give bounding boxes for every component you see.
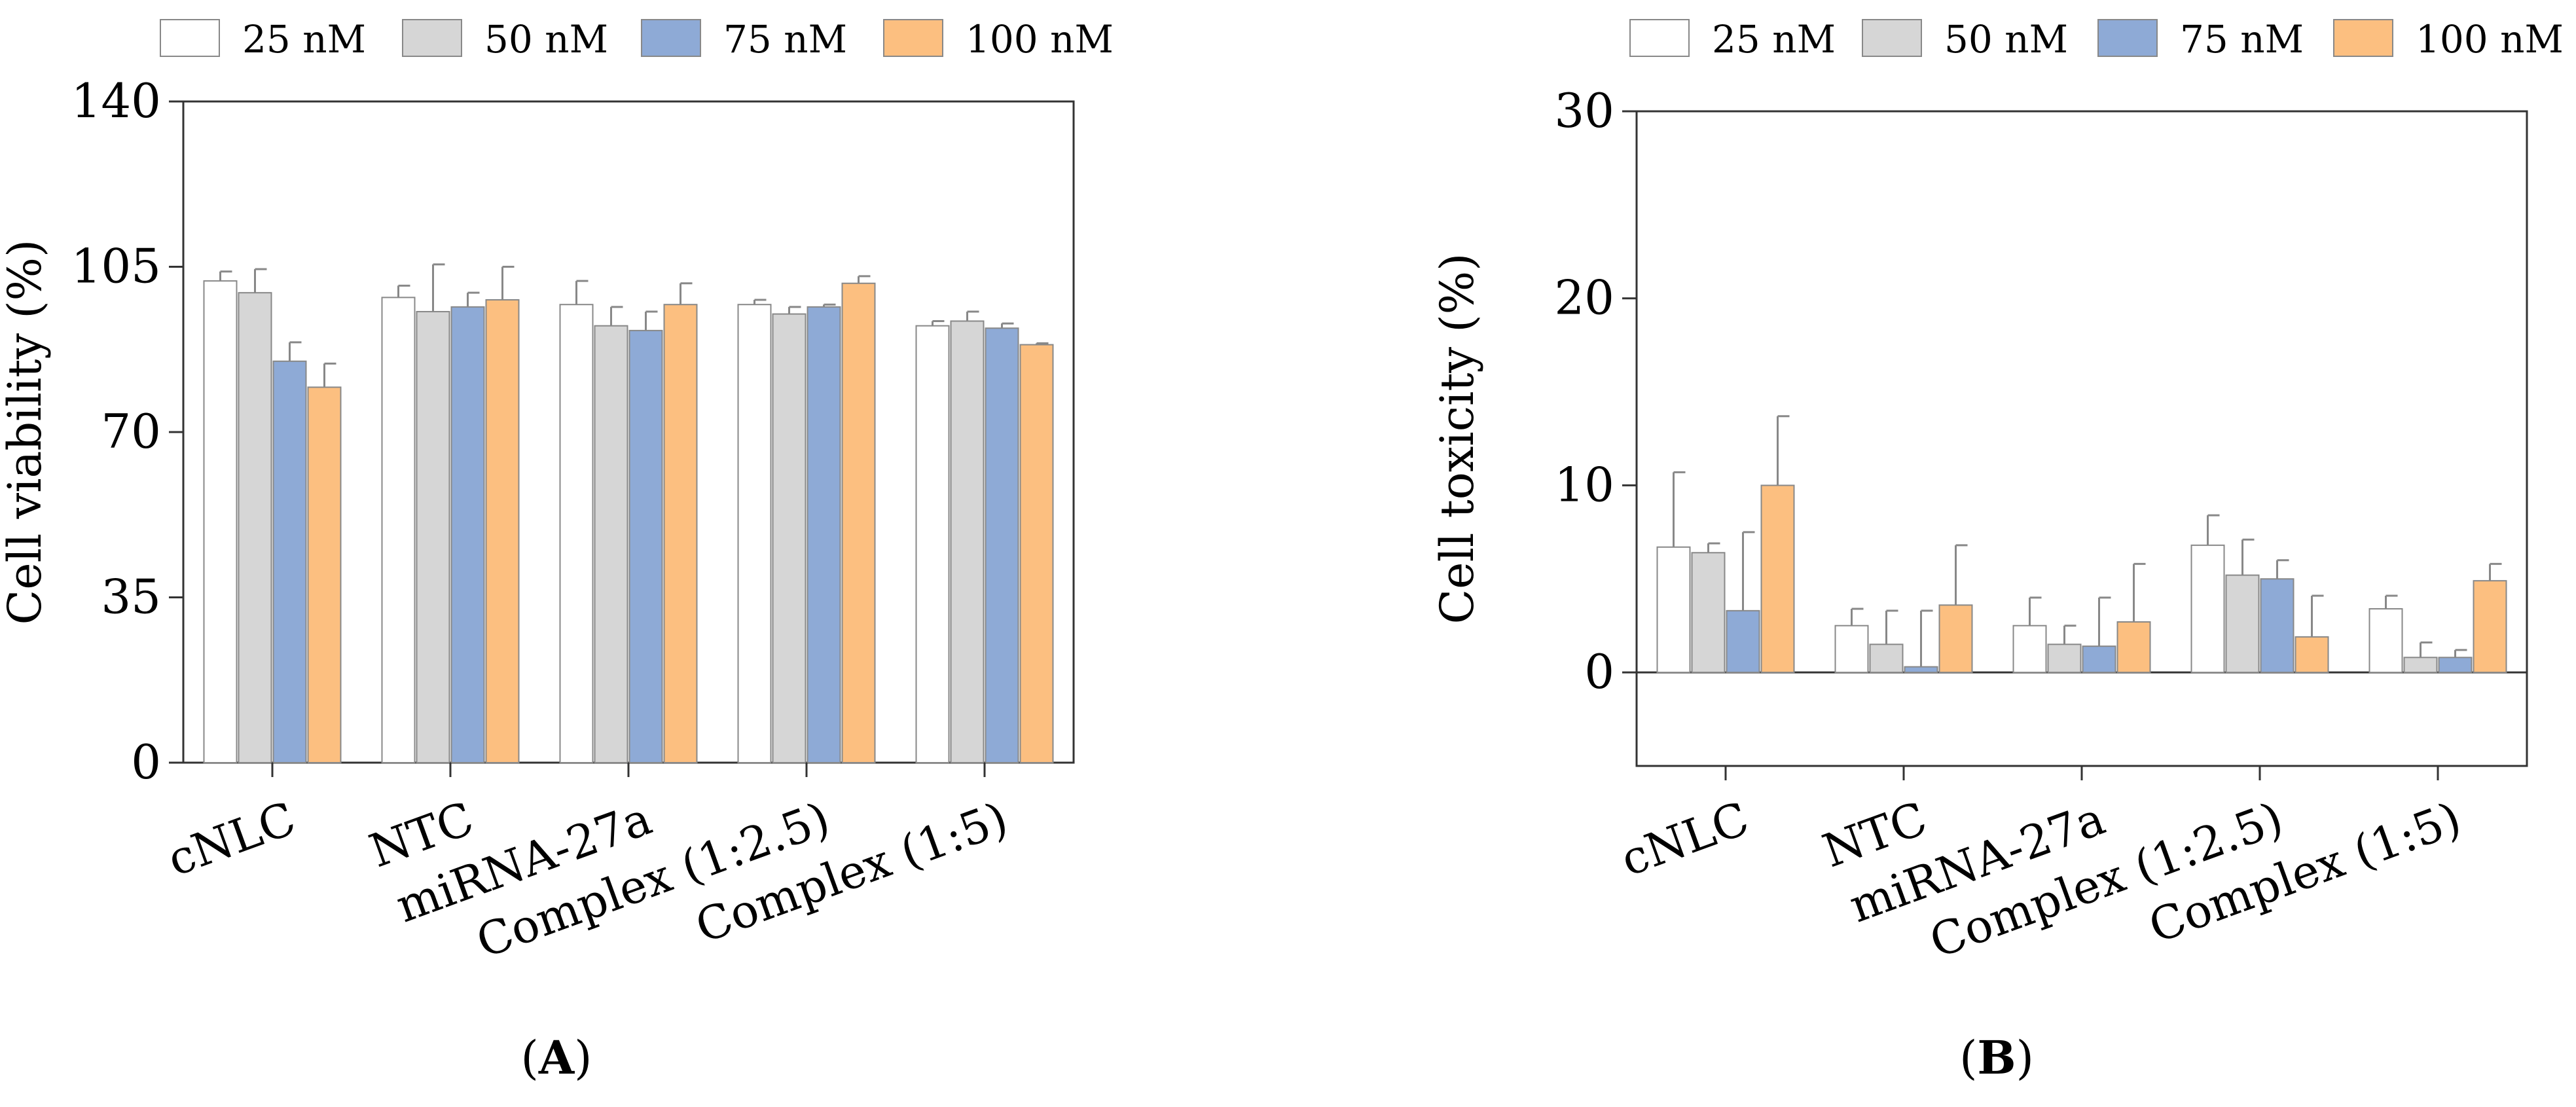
- legend-swatch-25-nm: [160, 19, 220, 57]
- bar-cnlc-75-nm: [272, 360, 307, 763]
- bar-mirna-27a-100-nm: [663, 304, 698, 763]
- y-axis-title: Cell viability (%): [0, 240, 52, 625]
- bar-mirna-27a-25-nm: [2012, 625, 2047, 674]
- panel-label: (A): [521, 1030, 592, 1085]
- y-axis-title: Cell toxicity (%): [1430, 253, 1484, 625]
- bar-complex-1-5-50-nm: [2403, 657, 2438, 674]
- bar-complex-1-5-25-nm: [2368, 608, 2403, 674]
- legend-swatch-75-nm: [641, 19, 701, 57]
- bar-mirna-27a-75-nm: [2082, 645, 2116, 674]
- bar-ntc-50-nm: [416, 311, 450, 763]
- y-tick-label: 10: [1554, 457, 1614, 512]
- bar-ntc-75-nm: [1904, 666, 1938, 674]
- category-label-cnlc: cNLC: [160, 791, 302, 887]
- bar-ntc-100-nm: [485, 299, 520, 763]
- y-tick-label: 140: [71, 73, 161, 128]
- legend-label-100-nm: 100 nM: [2416, 17, 2564, 62]
- legend-swatch-100-nm: [2333, 19, 2393, 57]
- y-tick-label: 105: [71, 239, 161, 294]
- bar-complex-1-5-100-nm: [2473, 580, 2507, 674]
- bar-complex-1-2-5-100-nm: [2295, 636, 2329, 674]
- panel-label: (B): [1959, 1030, 2034, 1085]
- legend-swatch-75-nm: [2097, 19, 2158, 57]
- y-tick-label: 70: [101, 404, 161, 459]
- bar-complex-1-5-100-nm: [1019, 344, 1054, 763]
- bar-mirna-27a-50-nm: [594, 325, 628, 763]
- y-tick-label: 35: [101, 570, 161, 625]
- legend-label-25-nm: 25 nM: [1712, 17, 1836, 62]
- legend-label-50-nm: 50 nM: [1944, 17, 2068, 62]
- bar-cnlc-25-nm: [203, 280, 238, 763]
- legend-label-75-nm: 75 nM: [723, 17, 847, 62]
- bar-complex-1-2-5-75-nm: [807, 306, 841, 764]
- bar-mirna-27a-100-nm: [2116, 621, 2151, 674]
- legend-label-75-nm: 75 nM: [2180, 17, 2304, 62]
- legend-swatch-25-nm: [1629, 19, 1690, 57]
- legend-swatch-50-nm: [1862, 19, 1922, 57]
- bar-complex-1-2-5-50-nm: [772, 313, 807, 763]
- bar-ntc-100-nm: [1938, 604, 1973, 674]
- bar-cnlc-100-nm: [1760, 484, 1795, 674]
- bar-complex-1-5-25-nm: [915, 325, 950, 763]
- bar-cnlc-25-nm: [1656, 546, 1691, 674]
- bar-ntc-25-nm: [381, 297, 416, 763]
- bar-complex-1-2-5-50-nm: [2225, 574, 2260, 674]
- category-label-cnlc: cNLC: [1614, 791, 1755, 887]
- bar-complex-1-2-5-25-nm: [2190, 544, 2225, 674]
- y-tick-label: 30: [1554, 83, 1614, 138]
- bar-cnlc-75-nm: [1726, 609, 1760, 674]
- legend-label-50-nm: 50 nM: [484, 17, 608, 62]
- bar-mirna-27a-75-nm: [628, 329, 663, 763]
- legend-swatch-100-nm: [883, 19, 943, 57]
- legend-label-100-nm: 100 nM: [966, 17, 1114, 62]
- y-tick-label: 0: [131, 735, 161, 789]
- y-tick-label: 20: [1554, 270, 1614, 325]
- bar-complex-1-5-75-nm: [985, 327, 1019, 763]
- legend-swatch-50-nm: [402, 19, 462, 57]
- bar-cnlc-50-nm: [238, 292, 272, 763]
- bar-mirna-27a-50-nm: [2047, 644, 2082, 674]
- bar-complex-1-2-5-100-nm: [841, 282, 876, 763]
- bar-ntc-25-nm: [1834, 625, 1869, 674]
- bar-cnlc-50-nm: [1691, 552, 1726, 674]
- legend-label-25-nm: 25 nM: [242, 17, 366, 62]
- bar-complex-1-5-50-nm: [950, 320, 985, 763]
- bar-ntc-50-nm: [1869, 644, 1904, 674]
- bar-ntc-75-nm: [450, 306, 485, 764]
- y-tick-label: 0: [1584, 644, 1614, 699]
- bar-complex-1-2-5-25-nm: [737, 304, 772, 763]
- bar-complex-1-5-75-nm: [2438, 657, 2473, 674]
- bar-mirna-27a-25-nm: [559, 304, 594, 763]
- bar-cnlc-100-nm: [307, 386, 342, 763]
- bar-complex-1-2-5-75-nm: [2260, 578, 2295, 674]
